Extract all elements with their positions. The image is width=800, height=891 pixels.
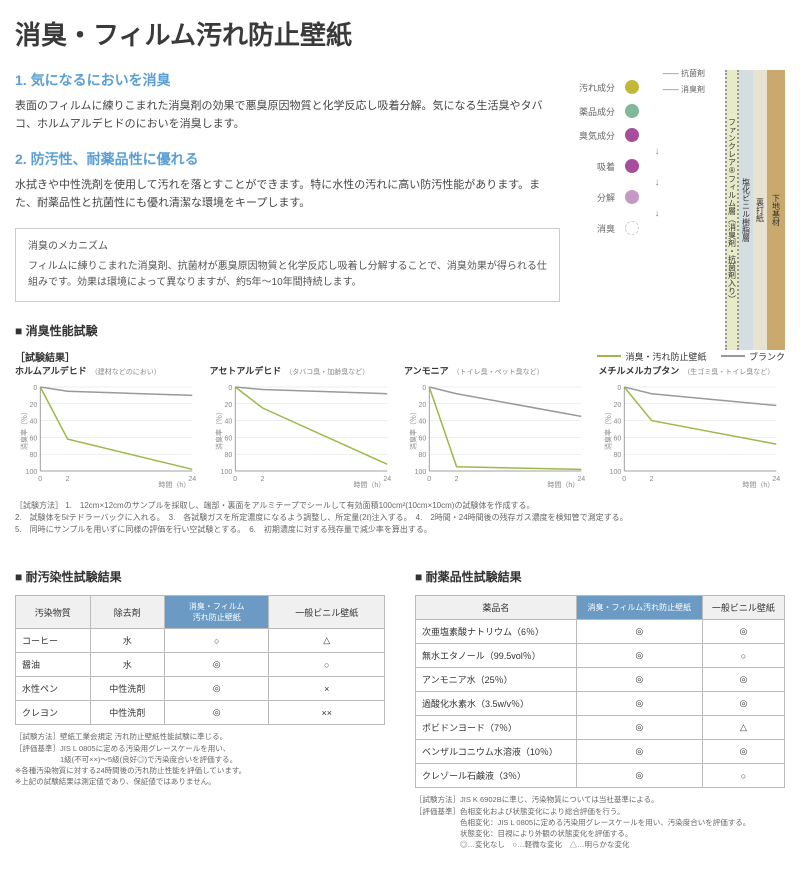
- layer-pvc: 塩化ビニル樹脂層: [739, 70, 753, 350]
- svg-text:2: 2: [455, 476, 459, 483]
- table-header: 一般ビニル壁紙: [269, 596, 385, 629]
- layer-film: ファンクレア®フィルム層（消臭剤・抗菌剤入り）: [725, 70, 739, 350]
- svg-text:60: 60: [29, 436, 37, 443]
- layer-back: 裏打紙: [753, 70, 767, 350]
- svg-text:時間（h）: 時間（h）: [742, 481, 774, 489]
- svg-text:2: 2: [649, 476, 653, 483]
- svg-text:20: 20: [613, 402, 621, 409]
- chem-table: 薬品名消臭・フィルム汚れ防止壁紙一般ビニル壁紙次亜塩素酸ナトリウム（6％）◎◎無…: [415, 595, 785, 788]
- stain-title: ■ 耐汚染性試験結果: [15, 568, 385, 585]
- mechanism-box: 消臭のメカニズム フィルムに練りこまれた消臭剤、抗菌材が悪臭原因物質と化学反応し…: [15, 228, 560, 302]
- svg-text:20: 20: [29, 402, 37, 409]
- svg-text:100: 100: [220, 469, 232, 476]
- result-label: ［試験結果］: [15, 353, 75, 364]
- process-step: 薬品成分: [575, 104, 685, 118]
- stain-table: 汚染物質除去剤消臭・フィルム汚れ防止壁紙一般ビニル壁紙コーヒー水○△醤油水◎○水…: [15, 595, 385, 725]
- svg-text:40: 40: [418, 419, 426, 426]
- table-row: 過酸化水素水（3.5w/v％）◎◎: [416, 692, 785, 716]
- deodor-test-title: ■ 消臭性能試験: [15, 322, 785, 339]
- antibac-label: —— 抗菌剤: [663, 68, 705, 79]
- chem-notes: ［試験方法］JIS K 6902Bに準じ、汚染物質については当社基準による。［評…: [415, 794, 785, 850]
- svg-text:100: 100: [415, 469, 427, 476]
- svg-text:時間（h）: 時間（h）: [353, 481, 385, 489]
- table-header: 薬品名: [416, 596, 577, 620]
- svg-text:0: 0: [422, 385, 426, 392]
- chart-legend: 消臭・汚れ防止壁紙 ブランク: [585, 349, 785, 363]
- svg-text:消臭率（％）: 消臭率（％）: [603, 408, 612, 450]
- chem-test-col: ■ 耐薬品性試験結果 薬品名消臭・フィルム汚れ防止壁紙一般ビニル壁紙次亜塩素酸ナ…: [415, 550, 785, 850]
- table-row: コーヒー水○△: [16, 629, 385, 653]
- svg-text:消臭率（％）: 消臭率（％）: [214, 408, 223, 450]
- svg-text:80: 80: [613, 453, 621, 460]
- mechanism-title: 消臭のメカニズム: [28, 239, 547, 255]
- svg-text:時間（h）: 時間（h）: [547, 481, 579, 489]
- table-row: 無水エタノール（99.5vol％）◎○: [416, 644, 785, 668]
- table-row: アンモニア水（25％）◎◎: [416, 668, 785, 692]
- table-row: 水性ペン中性洗剤◎×: [16, 677, 385, 701]
- chart: アンモニア（トイレ臭・ペット臭など） 0204060801000224 消臭率（…: [404, 364, 591, 492]
- table-row: ベンザルコニウム水溶液（10％）◎◎: [416, 740, 785, 764]
- svg-text:0: 0: [427, 476, 431, 483]
- mechanism-body: フィルムに練りこまれた消臭剤、抗菌材が悪臭原因物質と化学反応し吸着し分解すること…: [28, 259, 547, 291]
- table-header: 汚染物質: [16, 596, 91, 629]
- section1-head: 1. 気になるにおいを消臭: [15, 70, 560, 90]
- svg-text:0: 0: [617, 385, 621, 392]
- svg-text:0: 0: [622, 476, 626, 483]
- table-row: 次亜塩素酸ナトリウム（6％）◎◎: [416, 620, 785, 644]
- svg-text:2: 2: [66, 476, 70, 483]
- table-row: ポビドンヨード（7％）◎△: [416, 716, 785, 740]
- svg-text:40: 40: [224, 419, 232, 426]
- svg-text:0: 0: [233, 476, 237, 483]
- process-step: 吸着: [575, 159, 685, 173]
- svg-text:100: 100: [609, 469, 621, 476]
- svg-text:0: 0: [33, 385, 37, 392]
- page-title: 消臭・フィルム汚れ防止壁紙: [15, 15, 785, 52]
- svg-text:40: 40: [29, 419, 37, 426]
- svg-text:0: 0: [228, 385, 232, 392]
- svg-text:時間（h）: 時間（h）: [158, 481, 190, 489]
- svg-text:60: 60: [418, 436, 426, 443]
- svg-text:消臭率（％）: 消臭率（％）: [408, 408, 417, 450]
- table-row: クレゾール石鹸液（3％）◎○: [416, 764, 785, 788]
- chart: メチルメルカプタン（生ゴミ臭・トイレ臭など） 0204060801000224 …: [599, 364, 786, 492]
- test-method-notes: ［試験方法］ 1. 12cm×12cmのサンプルを採取し、端部・裏面をアルミテー…: [15, 500, 785, 536]
- stain-test-col: ■ 耐汚染性試験結果 汚染物質除去剤消臭・フィルム汚れ防止壁紙一般ビニル壁紙コー…: [15, 550, 385, 850]
- stain-notes: ［試験方法］壁紙工業会規定 汚れ防止壁紙性能試験に準じる。［評価基準］JIS L…: [15, 731, 385, 787]
- section2-body: 水拭きや中性洗剤を使用して汚れを落とすことができます。特に水性の汚れに高い防汚性…: [15, 177, 560, 212]
- chart: ホルムアルデヒド（建材などのにおい） 0204060801000224 消臭率（…: [15, 364, 202, 492]
- table-header: 除去剤: [90, 596, 165, 629]
- section2-head: 2. 防汚性、耐薬品性に優れる: [15, 149, 560, 169]
- intro-section: 1. 気になるにおいを消臭 表面のフィルムに練りこまれた消臭剤の効果で悪臭原因物…: [15, 70, 785, 302]
- svg-text:0: 0: [38, 476, 42, 483]
- table-header: 消臭・フィルム汚れ防止壁紙: [576, 596, 702, 620]
- process-step: 汚れ成分: [575, 80, 685, 94]
- table-header: 消臭・フィルム汚れ防止壁紙: [165, 596, 269, 629]
- svg-text:80: 80: [29, 453, 37, 460]
- section1-body: 表面のフィルムに練りこまれた消臭剤の効果で悪臭原因物質と化学反応し吸着分解。気に…: [15, 98, 560, 133]
- layer-diagram: —— 抗菌剤 —— 消臭剤 ファンクレア®フィルム層（消臭剤・抗菌剤入り） 塩化…: [575, 70, 785, 302]
- svg-text:80: 80: [418, 453, 426, 460]
- table-row: クレヨン中性洗剤◎××: [16, 701, 385, 725]
- table-row: 醤油水◎○: [16, 653, 385, 677]
- chem-title: ■ 耐薬品性試験結果: [415, 568, 785, 585]
- svg-text:2: 2: [260, 476, 264, 483]
- chart: アセトアルデヒド（タバコ臭・加齢臭など） 0204060801000224 消臭…: [210, 364, 397, 492]
- svg-text:20: 20: [224, 402, 232, 409]
- svg-text:40: 40: [613, 419, 621, 426]
- process-step: 臭気成分: [575, 128, 685, 142]
- svg-text:消臭率（％）: 消臭率（％）: [19, 408, 28, 450]
- table-header: 一般ビニル壁紙: [702, 596, 784, 620]
- svg-text:60: 60: [613, 436, 621, 443]
- layer-base: 下地基材: [767, 70, 785, 350]
- charts-row: ホルムアルデヒド（建材などのにおい） 0204060801000224 消臭率（…: [15, 364, 785, 492]
- process-step: 分解: [575, 190, 685, 204]
- svg-text:60: 60: [224, 436, 232, 443]
- process-flow: 汚れ成分薬品成分臭気成分↓吸着↓分解↓消臭: [575, 80, 685, 245]
- svg-text:80: 80: [224, 453, 232, 460]
- svg-text:100: 100: [26, 469, 38, 476]
- process-step: 消臭: [575, 221, 685, 235]
- svg-text:20: 20: [418, 402, 426, 409]
